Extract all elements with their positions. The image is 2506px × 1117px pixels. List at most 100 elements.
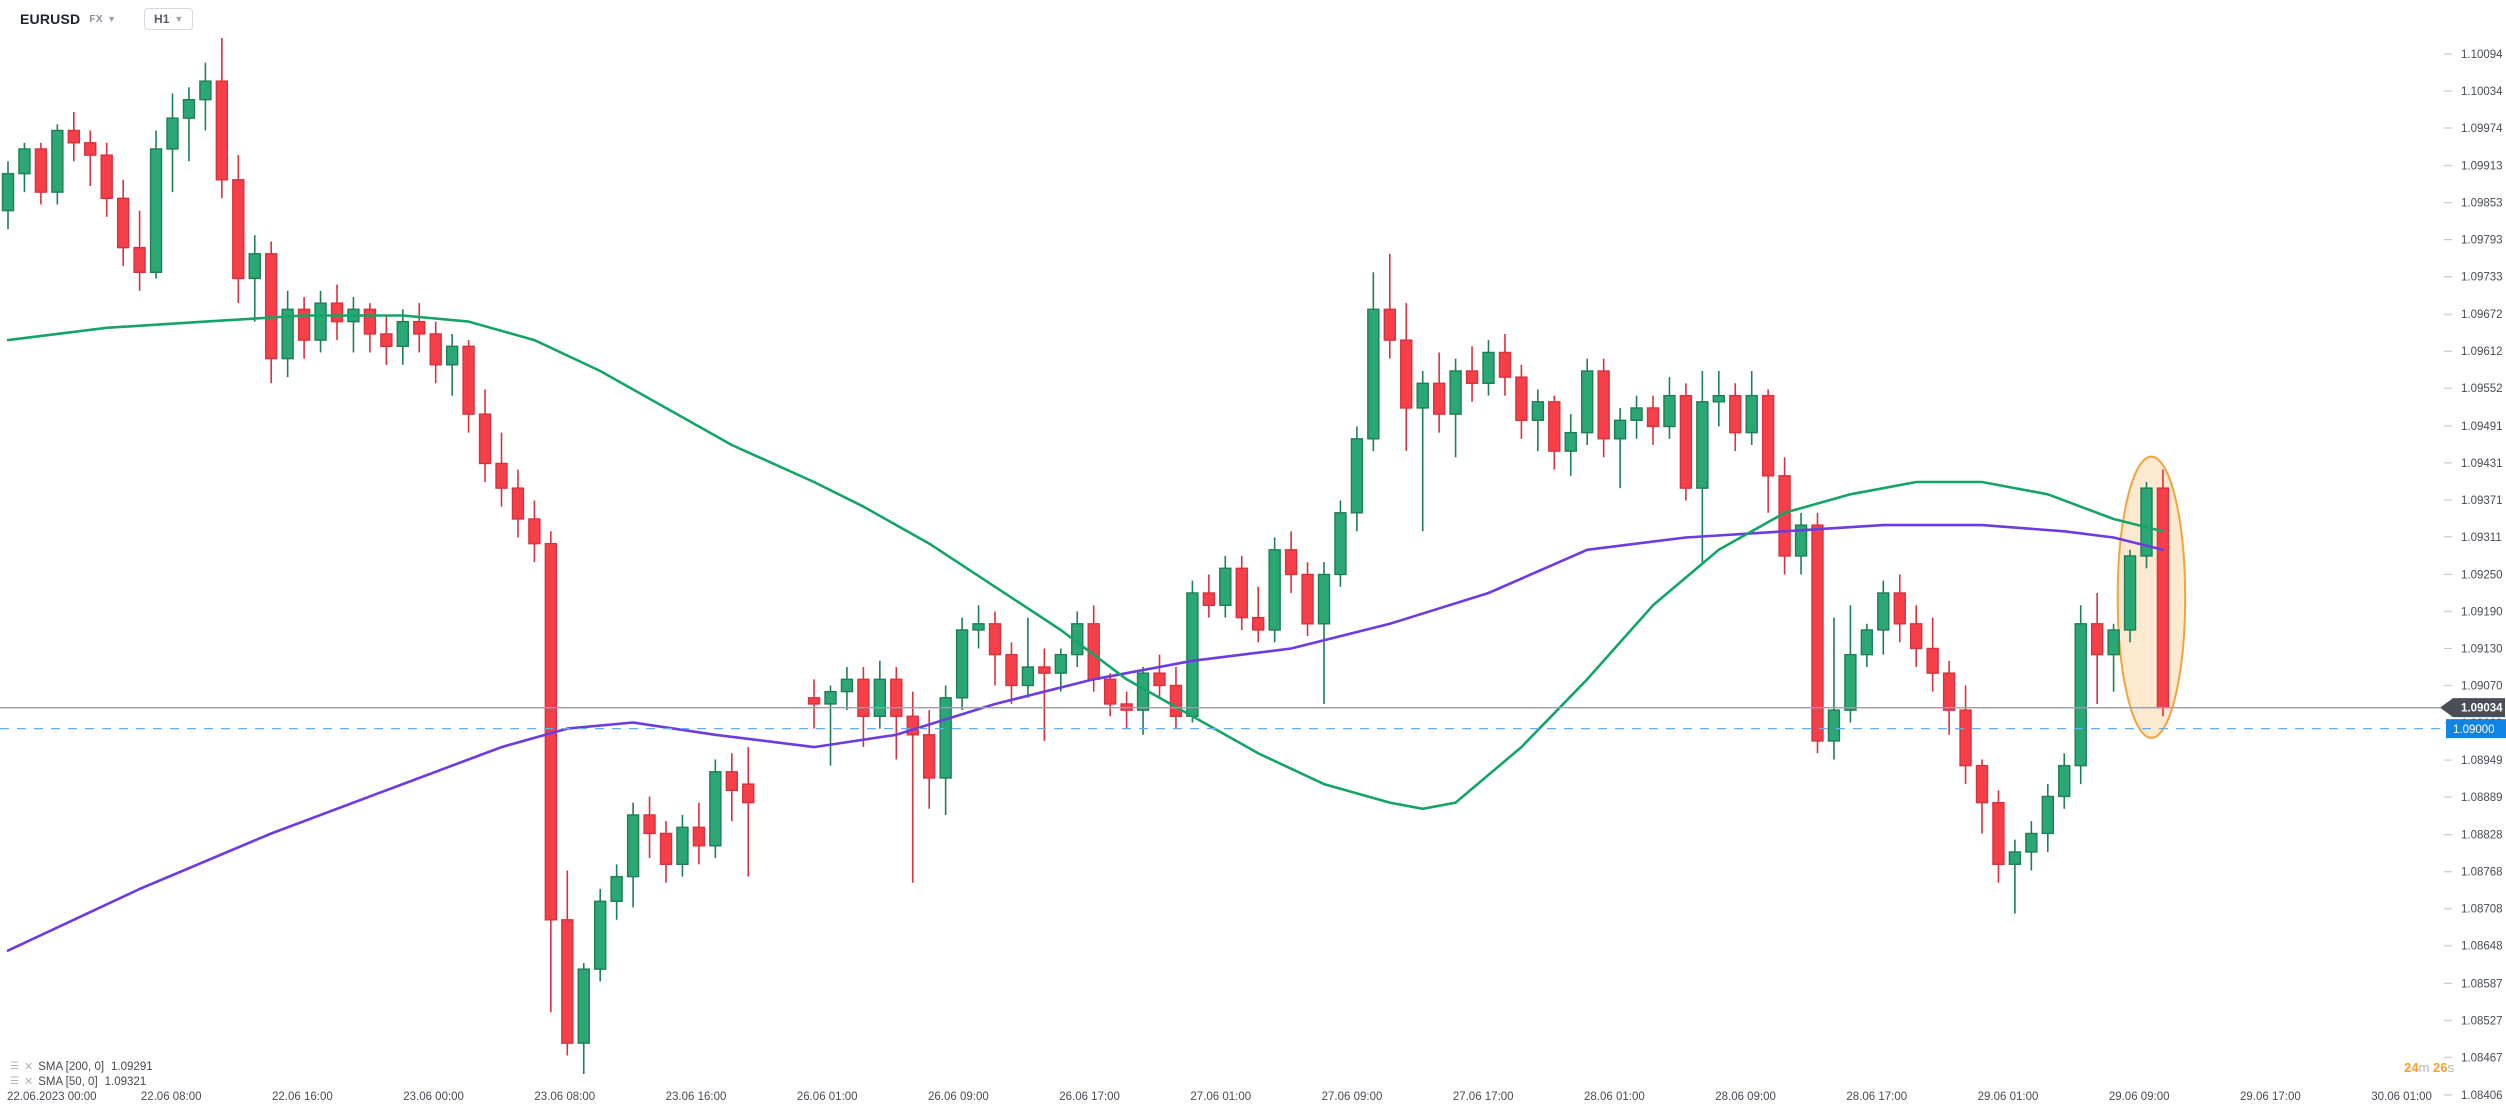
time-axis-label[interactable]: 23.06 16:00	[666, 1091, 727, 1103]
price-axis-label[interactable]: 1.09853	[2461, 198, 2503, 210]
candle-body-up[interactable]	[1696, 401, 1709, 489]
candle-body-up[interactable]	[1482, 351, 1495, 385]
candle-body-up[interactable]	[1021, 666, 1035, 687]
candle-body-up[interactable]	[1416, 382, 1429, 409]
candle-body-up[interactable]	[1, 172, 15, 212]
candle-body-down[interactable]	[265, 253, 278, 360]
time-axis-label[interactable]: 27.06 01:00	[1190, 1091, 1251, 1103]
candle-body-down[interactable]	[1432, 382, 1446, 415]
time-axis-label[interactable]: 29.06 09:00	[2109, 1091, 2170, 1103]
candle-body-up[interactable]	[1317, 573, 1331, 625]
candle-body-down[interactable]	[807, 697, 821, 705]
candle-body-up[interactable]	[1745, 394, 1758, 434]
price-axis-label[interactable]: 1.09793	[2461, 235, 2503, 247]
candle-body-up[interactable]	[396, 320, 409, 348]
candle-body-up[interactable]	[1054, 653, 1068, 674]
price-axis-label[interactable]: 1.08648	[2461, 941, 2503, 953]
candle-body-down[interactable]	[1942, 672, 1956, 711]
candle-body-up[interactable]	[51, 129, 64, 193]
candle-body-down[interactable]	[495, 462, 508, 489]
candle-body-down[interactable]	[1235, 567, 1248, 619]
candle-body-up[interactable]	[1827, 709, 1841, 742]
candle-body-up[interactable]	[2123, 555, 2137, 631]
candle-body-up[interactable]	[1219, 567, 1232, 607]
candle-body-down[interactable]	[1811, 524, 1824, 742]
price-axis-label[interactable]: 1.08889	[2461, 792, 2503, 804]
candle-body-up[interactable]	[955, 629, 969, 699]
candle-body-down[interactable]	[1103, 678, 1117, 705]
candle-body-down[interactable]	[1992, 801, 2005, 866]
candle-body-up[interactable]	[2008, 851, 2022, 866]
price-axis-label[interactable]: 1.09070	[2461, 680, 2503, 692]
candle-body-up[interactable]	[1712, 394, 1726, 403]
candle-body-up[interactable]	[626, 814, 640, 878]
candle-body-up[interactable]	[577, 968, 590, 1044]
candle-body-up[interactable]	[281, 308, 294, 360]
time-axis-label[interactable]: 30.06 01:00	[2371, 1091, 2432, 1103]
price-axis-label[interactable]: 1.09190	[2461, 606, 2503, 618]
candle-body-down[interactable]	[429, 333, 442, 366]
time-axis-label[interactable]: 28.06 01:00	[1584, 1091, 1645, 1103]
candle-body-up[interactable]	[248, 253, 261, 280]
candle-body-up[interactable]	[18, 148, 31, 175]
candle-body-down[interactable]	[1383, 308, 1397, 341]
candle-body-up[interactable]	[594, 900, 607, 970]
candle-body-up[interactable]	[2107, 629, 2120, 656]
candle-body-down[interactable]	[215, 80, 229, 181]
indicator-settings-icon[interactable]: ☰	[10, 1060, 19, 1072]
candle-body-up[interactable]	[1367, 308, 1380, 440]
candle-body-down[interactable]	[1729, 394, 1742, 434]
candle-body-up[interactable]	[1860, 629, 1874, 656]
candle-body-down[interactable]	[232, 179, 245, 280]
candle-body-up[interactable]	[1531, 401, 1545, 422]
candle-body-down[interactable]	[462, 345, 475, 415]
time-axis-label[interactable]: 23.06 00:00	[403, 1091, 464, 1103]
time-axis-label[interactable]: 22.06.2023 00:00	[7, 1091, 97, 1103]
candle-body-up[interactable]	[939, 697, 952, 779]
time-axis-label[interactable]: 26.06 09:00	[928, 1091, 989, 1103]
candle-body-up[interactable]	[1630, 407, 1643, 422]
candle-body-down[interactable]	[906, 715, 919, 736]
candle-body-down[interactable]	[1515, 376, 1528, 422]
sma-200-line[interactable]	[6, 523, 2165, 952]
candle-body-up[interactable]	[182, 98, 196, 119]
candle-body-up[interactable]	[1334, 512, 1347, 576]
candle-body-up[interactable]	[199, 80, 212, 101]
time-axis-label[interactable]: 27.06 17:00	[1453, 1091, 1514, 1103]
candle-body-down[interactable]	[1251, 616, 1265, 631]
candle-body-up[interactable]	[2058, 764, 2071, 798]
candle-body-down[interactable]	[1926, 647, 1939, 674]
candle-body-down[interactable]	[413, 320, 426, 335]
candle-body-down[interactable]	[133, 246, 146, 274]
candle-body-down[interactable]	[890, 678, 903, 718]
candle-body-up[interactable]	[1268, 549, 1281, 631]
candle-body-down[interactable]	[1038, 666, 1051, 674]
price-axis-label[interactable]: 1.08527	[2461, 1015, 2503, 1027]
candle-body-down[interactable]	[1646, 407, 1660, 428]
candle-body-down[interactable]	[1465, 370, 1479, 385]
candle-body-up[interactable]	[1186, 592, 1199, 718]
candle-body-up[interactable]	[2025, 832, 2038, 853]
candle-body-down[interactable]	[725, 771, 738, 792]
sma-50-line[interactable]	[6, 314, 2165, 811]
time-axis-label[interactable]: 28.06 09:00	[1715, 1091, 1776, 1103]
candle-body-down[interactable]	[1959, 709, 1972, 767]
price-axis-label[interactable]: 1.08828	[2461, 830, 2503, 842]
candle-body-down[interactable]	[528, 518, 541, 545]
candle-body-down[interactable]	[1153, 672, 1166, 687]
price-axis-label[interactable]: 1.09130	[2461, 643, 2503, 655]
candle-body-down[interactable]	[1548, 401, 1561, 452]
price-axis-label[interactable]: 1.08949	[2461, 755, 2503, 767]
candle-body-down[interactable]	[923, 734, 936, 779]
candle-body-up[interactable]	[445, 345, 459, 366]
time-axis-label[interactable]: 29.06 01:00	[1978, 1091, 2039, 1103]
time-axis-label[interactable]: 22.06 08:00	[141, 1091, 202, 1103]
candle-body-down[interactable]	[34, 148, 48, 193]
chevron-down-icon[interactable]: ▼	[107, 14, 117, 24]
time-axis-label[interactable]: 26.06 17:00	[1059, 1091, 1120, 1103]
candle-body-up[interactable]	[2140, 487, 2153, 557]
candle-body-up[interactable]	[972, 623, 985, 631]
candle-body-up[interactable]	[1844, 653, 1857, 711]
candle-body-down[interactable]	[2156, 487, 2170, 709]
